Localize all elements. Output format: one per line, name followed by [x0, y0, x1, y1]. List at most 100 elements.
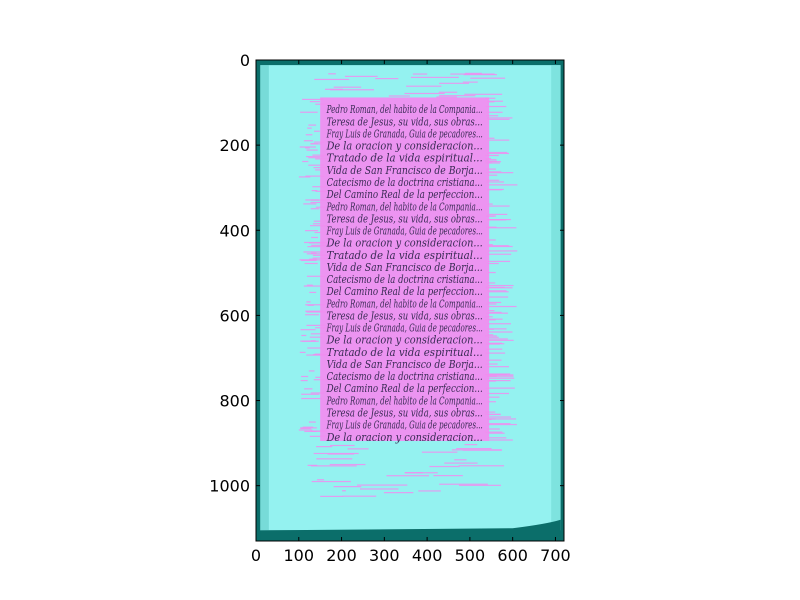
mask-streak	[333, 486, 362, 488]
mask-streak	[313, 220, 321, 222]
mask-streak	[487, 396, 500, 398]
x-tick-label: 0	[251, 546, 261, 565]
mask-streak	[301, 393, 320, 395]
mask-streak	[464, 93, 503, 95]
document-line: Pedro Roman, del habito de la Compania..…	[326, 103, 483, 116]
mask-streak	[486, 181, 504, 183]
mask-streak	[459, 484, 501, 486]
mask-streak	[485, 411, 496, 413]
mask-streak	[486, 401, 497, 403]
mask-streak	[450, 73, 495, 75]
mask-streak	[305, 175, 325, 177]
mask-streak	[311, 430, 328, 432]
mask-streak	[310, 333, 329, 335]
mask-streak	[410, 76, 459, 79]
mask-streak	[310, 392, 325, 394]
mask-streak	[313, 452, 359, 455]
mask-streak	[488, 310, 495, 312]
document-text: Pedro Roman, del habito de la Compania..…	[326, 103, 483, 444]
mask-streak	[486, 366, 510, 368]
mask-streak	[485, 97, 496, 99]
mask-streak	[312, 154, 329, 156]
mask-streak	[485, 105, 507, 108]
mask-streak	[309, 336, 323, 338]
mask-streak	[486, 172, 514, 174]
mask-streak	[488, 203, 493, 205]
mask-streak	[485, 154, 499, 157]
mask-streak	[309, 435, 331, 437]
x-axis: 0 100 200 300 400 500 600 700	[251, 60, 571, 565]
mask-streak	[306, 275, 326, 277]
mask-streak	[488, 374, 514, 376]
document-line: Del Camino Real de la perfeccion...	[326, 285, 483, 298]
axes-spine	[255, 59, 565, 542]
text-region-overlay	[298, 72, 518, 498]
x-tick-label: 700	[540, 546, 571, 565]
mask-streak	[299, 351, 306, 353]
mask-streak	[487, 245, 513, 248]
mask-streak	[315, 206, 328, 208]
mask-streak	[485, 431, 503, 433]
mask-streak	[329, 463, 366, 466]
mask-streak	[306, 301, 311, 303]
mask-streak	[303, 203, 317, 205]
document-line: De la oracion y consideracion...	[326, 431, 483, 444]
mask-streak	[309, 101, 321, 103]
document-line: Vida de San Francisco de Borja...	[327, 164, 483, 177]
mask-streak	[306, 311, 327, 313]
mask-streak	[485, 335, 497, 337]
mask-streak	[305, 230, 318, 232]
page-curl	[260, 519, 561, 541]
mask-streak	[314, 231, 321, 234]
mask-streak	[462, 81, 478, 83]
mask-streak	[315, 158, 332, 160]
mask-streak	[315, 190, 328, 192]
mask-streak	[488, 253, 512, 255]
mask-streak	[305, 304, 325, 306]
mask-streak	[307, 246, 322, 248]
mask-streak	[487, 291, 509, 293]
mask-streak	[487, 392, 510, 395]
mask-streak	[486, 215, 497, 217]
mask-streak	[298, 429, 313, 431]
mask-streak	[312, 257, 328, 259]
mask-streak	[488, 184, 518, 186]
document-line: Tratado de la vida espiritual...	[327, 346, 483, 359]
mask-streak	[485, 157, 492, 160]
mask-streak	[488, 339, 514, 341]
mask-streak	[488, 244, 493, 246]
x-tick-label: 500	[455, 546, 486, 565]
mask-streak	[308, 164, 325, 166]
mask-streak	[438, 91, 458, 93]
mask-streak	[485, 316, 493, 318]
mask-streak	[412, 73, 428, 75]
mask-streak	[464, 444, 478, 446]
mask-streak	[470, 77, 506, 79]
mask-streak	[439, 483, 488, 485]
axes-frame	[255, 59, 565, 542]
mask-streak	[485, 162, 492, 164]
mask-streak	[359, 488, 399, 490]
document-line: Del Camino Real de la perfeccion...	[326, 382, 483, 395]
mask-streak	[313, 167, 331, 169]
mask-streak	[357, 484, 408, 486]
mask-streak	[487, 342, 502, 344]
mask-streak	[301, 334, 307, 337]
mask-streak	[301, 375, 309, 378]
document-line: Fray Luis de Granada, Guia de pecadores.…	[326, 127, 483, 140]
mask-streak	[421, 451, 458, 453]
mask-streak	[300, 427, 312, 430]
mask-streak	[304, 262, 318, 265]
mask-streak	[488, 260, 511, 263]
mask-streak	[312, 186, 327, 188]
document-line: Fray Luis de Granada, Guia de pecadores.…	[326, 419, 483, 432]
x-tick-label: 200	[326, 546, 357, 565]
mask-streak	[486, 428, 500, 430]
mask-streak	[306, 253, 322, 255]
mask-streak	[487, 380, 496, 382]
mask-streak	[439, 82, 469, 84]
x-tick-label: 100	[284, 546, 315, 565]
mask-streak	[485, 348, 503, 350]
mask-streak	[444, 462, 478, 464]
